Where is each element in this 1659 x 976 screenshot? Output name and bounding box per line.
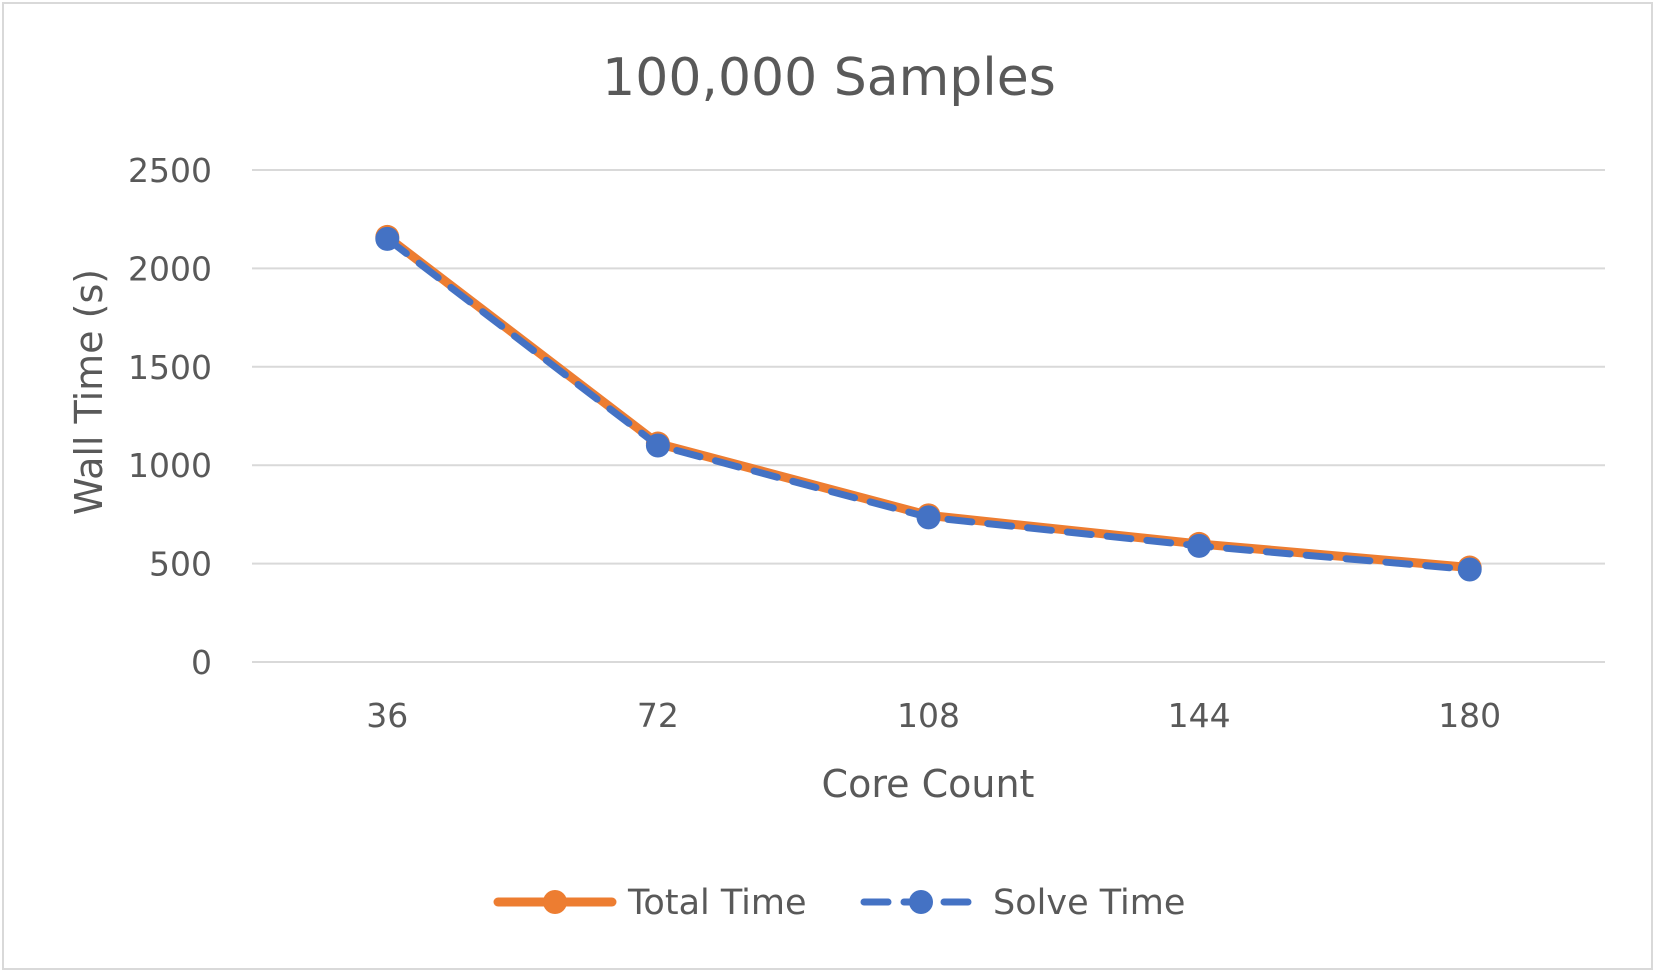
- x-tick-label: 144: [1168, 696, 1231, 735]
- legend: Total Time Solve Time: [493, 883, 1185, 923]
- solve-time-point: [645, 433, 670, 458]
- y-tick-label: 1500: [128, 348, 212, 387]
- y-tick-label: 0: [191, 643, 212, 682]
- solve-time-point: [1187, 533, 1212, 558]
- legend-solve-time-label: Solve Time: [993, 883, 1185, 923]
- gridlines: [252, 169, 1605, 663]
- y-tick-label: 2000: [128, 249, 212, 288]
- x-axis-label: Core Count: [822, 762, 1035, 806]
- solve-time-point: [916, 505, 941, 530]
- legend-total-time-marker: [543, 890, 567, 914]
- x-tick-label: 180: [1438, 696, 1501, 735]
- legend-total-time-label: Total Time: [627, 883, 807, 923]
- y-tick-label: 1000: [128, 446, 212, 485]
- y-axis-label: Wall Time (s): [67, 269, 111, 515]
- x-tick-label: 72: [637, 696, 679, 735]
- x-tick-label: 36: [366, 696, 408, 735]
- series-layer: [375, 224, 1482, 582]
- solve-time-point: [375, 226, 400, 251]
- chart-title: 100,000 Samples: [602, 48, 1056, 108]
- y-tick-label: 500: [149, 545, 212, 584]
- x-tick-label: 108: [897, 696, 960, 735]
- y-axis-ticks: 0 500 1000 1500 2000 2500: [128, 151, 212, 682]
- legend-solve-time-marker: [909, 890, 933, 914]
- x-axis-ticks: 36 72 108 144 180: [366, 696, 1501, 735]
- y-tick-label: 2500: [128, 151, 212, 190]
- solve-time-point: [1457, 557, 1482, 582]
